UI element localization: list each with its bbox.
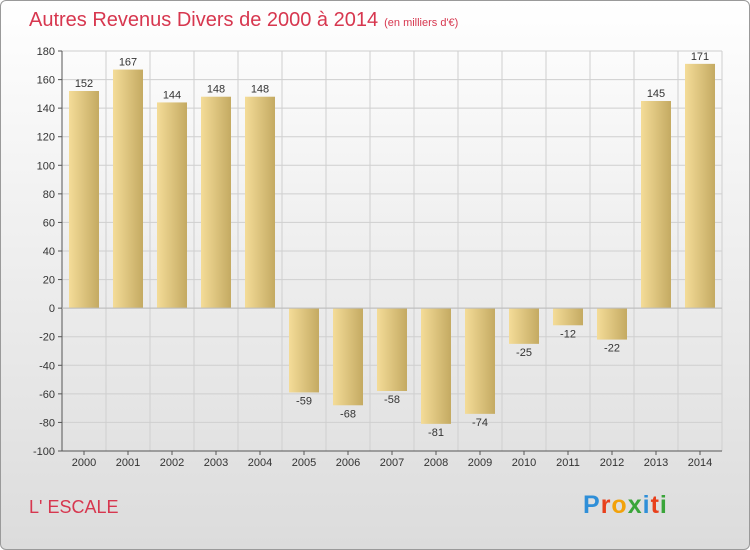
y-tick-label: 100 — [37, 160, 55, 172]
y-tick-label: 180 — [37, 46, 55, 58]
bar — [289, 308, 319, 393]
bar — [113, 69, 143, 309]
y-tick-label: -40 — [39, 360, 55, 372]
commune-name: L' ESCALE — [29, 497, 119, 517]
data-label: -58 — [384, 394, 400, 406]
data-label: -68 — [340, 408, 356, 420]
y-tick-label: -80 — [39, 417, 55, 429]
title-main: Autres Revenus Divers de 2000 à 2014 — [29, 9, 379, 31]
x-tick-label: 2013 — [644, 457, 668, 469]
y-tick-label: 0 — [49, 303, 55, 315]
x-tick-label: 2010 — [512, 457, 536, 469]
data-label: -22 — [604, 343, 620, 355]
y-tick-label: 60 — [43, 217, 55, 229]
x-tick-label: 2009 — [468, 457, 492, 469]
title-unit: (en milliers d'€) — [384, 17, 459, 29]
x-tick-label: 2000 — [72, 457, 96, 469]
bar — [201, 96, 231, 309]
proxiti-logo: Proxiti — [583, 491, 668, 520]
data-label: -81 — [428, 427, 444, 439]
bar — [421, 308, 451, 424]
y-tick-label: 80 — [43, 189, 55, 201]
x-tick-label: 2012 — [600, 457, 624, 469]
data-label: 167 — [119, 57, 137, 69]
y-tick-label: 120 — [37, 132, 55, 144]
x-tick-label: 2002 — [160, 457, 184, 469]
x-tick-label: 2007 — [380, 457, 404, 469]
bar — [553, 308, 583, 326]
bar — [685, 63, 715, 309]
data-label: 152 — [75, 78, 93, 90]
bar — [509, 308, 539, 344]
y-tick-label: -60 — [39, 389, 55, 401]
data-label: 148 — [207, 84, 225, 96]
logo-letter: r — [600, 491, 612, 519]
y-tick-label: 40 — [43, 246, 55, 258]
x-tick-label: 2011 — [556, 457, 580, 469]
data-label: -25 — [516, 347, 532, 359]
bar — [377, 308, 407, 391]
x-tick-label: 2004 — [248, 457, 272, 469]
bars-layer — [69, 63, 715, 424]
bar — [641, 101, 671, 309]
bar — [157, 102, 187, 309]
y-tick-label: 20 — [43, 275, 55, 287]
x-tick-label: 2014 — [688, 457, 712, 469]
axis-layer: -100 -80 -60 -40 -20 0 20 40 60 80 100 120 140 160 180… — [33, 46, 722, 469]
bar — [245, 96, 275, 309]
data-label: -12 — [560, 328, 576, 340]
y-tick-label: 140 — [37, 103, 55, 115]
data-label: 171 — [691, 51, 709, 63]
y-tick-label: 160 — [37, 75, 55, 87]
logo-letter: t — [650, 491, 660, 519]
logo-letter: i — [659, 491, 668, 519]
data-label: -59 — [296, 395, 312, 407]
x-tick-label: 2006 — [336, 457, 360, 469]
bar — [465, 308, 495, 414]
y-tick-label: -100 — [33, 446, 55, 458]
chart-title: Autres Revenus Divers de 2000 à 2014 (en … — [29, 9, 458, 32]
bar — [333, 308, 363, 406]
logo-letter: x — [627, 491, 643, 519]
logo-letter: i — [642, 491, 651, 519]
bar — [69, 91, 99, 309]
data-label: -74 — [472, 417, 488, 429]
logo-letter: P — [583, 491, 601, 519]
y-tick-label: -20 — [39, 332, 55, 344]
data-label: 145 — [647, 88, 665, 100]
x-tick-label: 2001 — [116, 457, 140, 469]
data-label: 148 — [251, 84, 269, 96]
labels-layer: 152 167 144 148 148 -59 -68 -58 -81 -74 -25 -12 -22 1… — [75, 51, 709, 439]
logo-letter: o — [611, 491, 628, 519]
data-label: 144 — [163, 89, 181, 101]
x-tick-label: 2008 — [424, 457, 448, 469]
x-tick-label: 2003 — [204, 457, 228, 469]
bar — [597, 308, 627, 340]
x-tick-label: 2005 — [292, 457, 316, 469]
